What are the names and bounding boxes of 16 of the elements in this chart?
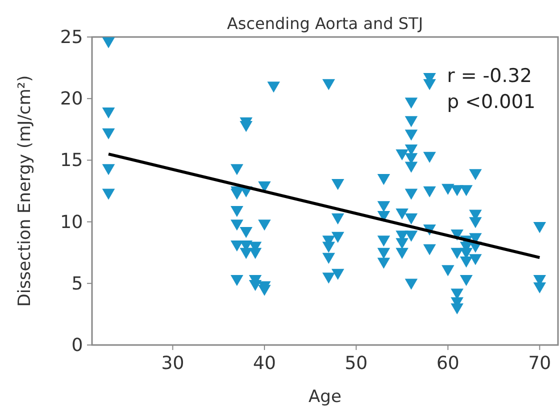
y-tick-label: 5 xyxy=(72,273,83,294)
annotation: r = -0.32 xyxy=(447,65,532,87)
annotation: p <0.001 xyxy=(447,91,536,113)
y-tick-label: 25 xyxy=(60,27,83,48)
y-tick-label: 15 xyxy=(60,150,83,172)
y-tick-label: 0 xyxy=(72,335,83,356)
x-tick-label: 40 xyxy=(253,353,276,374)
x-axis-title: Age xyxy=(308,387,342,406)
y-axis-title: Dissection Energy (mJ/cm²) xyxy=(15,75,35,307)
y-tick-label: 10 xyxy=(60,212,83,233)
x-tick-label: 60 xyxy=(436,353,460,374)
chart-title: Ascending Aorta and STJ xyxy=(226,14,424,33)
y-tick-label: 20 xyxy=(60,88,83,110)
x-tick-label: 70 xyxy=(528,353,552,374)
x-tick-label: 50 xyxy=(344,353,368,374)
x-tick-label: 30 xyxy=(161,353,184,374)
